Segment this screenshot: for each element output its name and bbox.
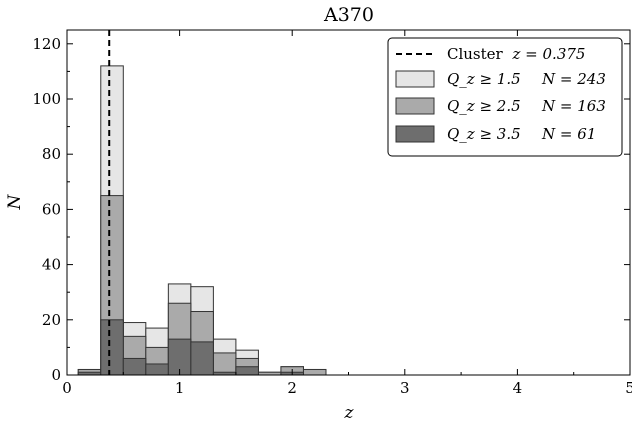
bar-series2-bin5 <box>190 341 214 376</box>
y-tick-label: 60 <box>42 200 61 218</box>
y-tick-label: 0 <box>51 366 61 384</box>
bar-series1-bin6 <box>212 352 237 376</box>
x-tick-label: 4 <box>513 379 523 397</box>
legend-n-q35: N = 61 <box>541 125 596 143</box>
legend-swatch-q35 <box>395 125 435 143</box>
histogram-bars <box>77 30 327 376</box>
x-tick-label: 0 <box>62 379 72 397</box>
bar-series2-bin3 <box>145 363 169 376</box>
x-axis-label: z <box>344 403 355 423</box>
y-tick-label: 20 <box>42 311 61 329</box>
chart-title: A370 <box>323 4 374 26</box>
legend-cluster-label: Cluster z = 0.375 <box>447 45 585 63</box>
legend-label-q35: Q_z ≥ 3.5 <box>447 125 521 143</box>
legend-cluster-eq: z = 0.375 <box>512 45 586 63</box>
legend-swatch-q15 <box>395 70 435 88</box>
legend-label-q25: Q_z ≥ 2.5 <box>447 97 521 115</box>
x-tick-label: 5 <box>625 379 632 397</box>
x-tick-label: 3 <box>400 379 410 397</box>
plot-frame <box>66 29 631 376</box>
bar-series2-bin2 <box>122 357 147 376</box>
axis-ticks: 0 1 2 3 4 5 0 20 40 60 80 100 120 <box>32 30 632 397</box>
legend-label-q15: Q_z ≥ 1.5 <box>447 70 521 88</box>
legend-swatch-q25 <box>395 97 435 115</box>
bar-series1-bin10 <box>302 368 327 376</box>
y-axis-label: N <box>5 193 25 210</box>
legend-cluster-prefix: Cluster <box>447 45 504 63</box>
y-tick-label: 100 <box>32 90 61 108</box>
legend: Cluster z = 0.375 Q_z ≥ 1.5 N = 243 Q_z … <box>387 37 623 157</box>
bar-series2-bin7 <box>235 366 259 376</box>
x-tick-label: 1 <box>175 379 185 397</box>
legend-n-q25: N = 163 <box>541 97 606 115</box>
y-tick-label: 40 <box>42 256 61 274</box>
legend-n-q15: N = 243 <box>541 70 606 88</box>
bar-series2-bin1 <box>100 319 124 376</box>
y-tick-label: 80 <box>42 145 61 163</box>
x-tick-label: 2 <box>287 379 297 397</box>
y-tick-label: 120 <box>32 35 61 53</box>
legend-frame <box>387 37 623 157</box>
